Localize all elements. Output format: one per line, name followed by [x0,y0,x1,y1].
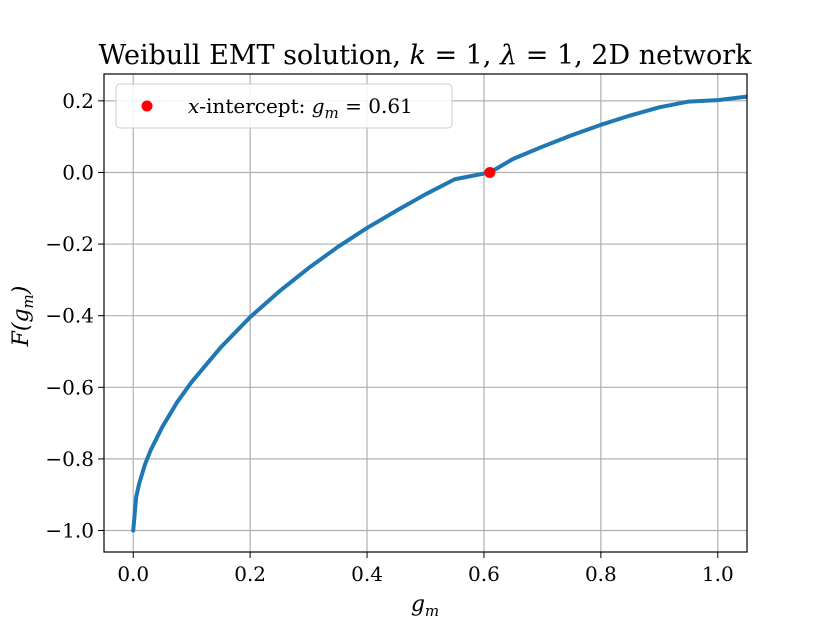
y-tick-label: −0.2 [45,232,94,256]
legend-marker [141,100,153,112]
y-tick-label: 0.0 [62,160,94,184]
x-intercept-marker [484,166,496,178]
x-tick-label: 0.2 [234,562,266,586]
legend-label: x-intercept: gm = 0.61 [188,94,413,122]
grid [104,74,747,552]
legend-box [115,83,453,129]
x-tick-label: 0.4 [351,562,383,586]
y-tick-label: −0.8 [45,447,94,471]
chart-title: Weibull EMT solution, k = 1, λ = 1, 2D n… [98,40,752,71]
series-layer [131,94,747,533]
y-tick-label: −0.6 [45,375,94,399]
y-tick-label: 0.2 [62,89,94,113]
x-tick-label: 0.6 [468,562,500,586]
x-axis-ticks: 0.0 0.2 0.4 0.6 0.8 1.0 [117,552,734,586]
x-tick-label: 1.0 [702,562,734,586]
legend: x-intercept: gm = 0.61 [115,83,453,129]
series-line-0 [131,94,747,533]
plot-border [103,73,748,553]
x-tick-label: 0.0 [117,562,149,586]
y-axis-label: F(gm) [9,286,37,348]
y-axis-ticks: 0.2 0.0 −0.2 −0.4 −0.6 −0.8 −1.0 [45,89,104,543]
axes-frame [103,73,748,553]
y-tick-label: −0.4 [45,304,94,328]
x-axis-label: gm [411,592,439,620]
x-tick-label: 0.8 [585,562,617,586]
y-tick-label: −1.0 [45,519,94,543]
